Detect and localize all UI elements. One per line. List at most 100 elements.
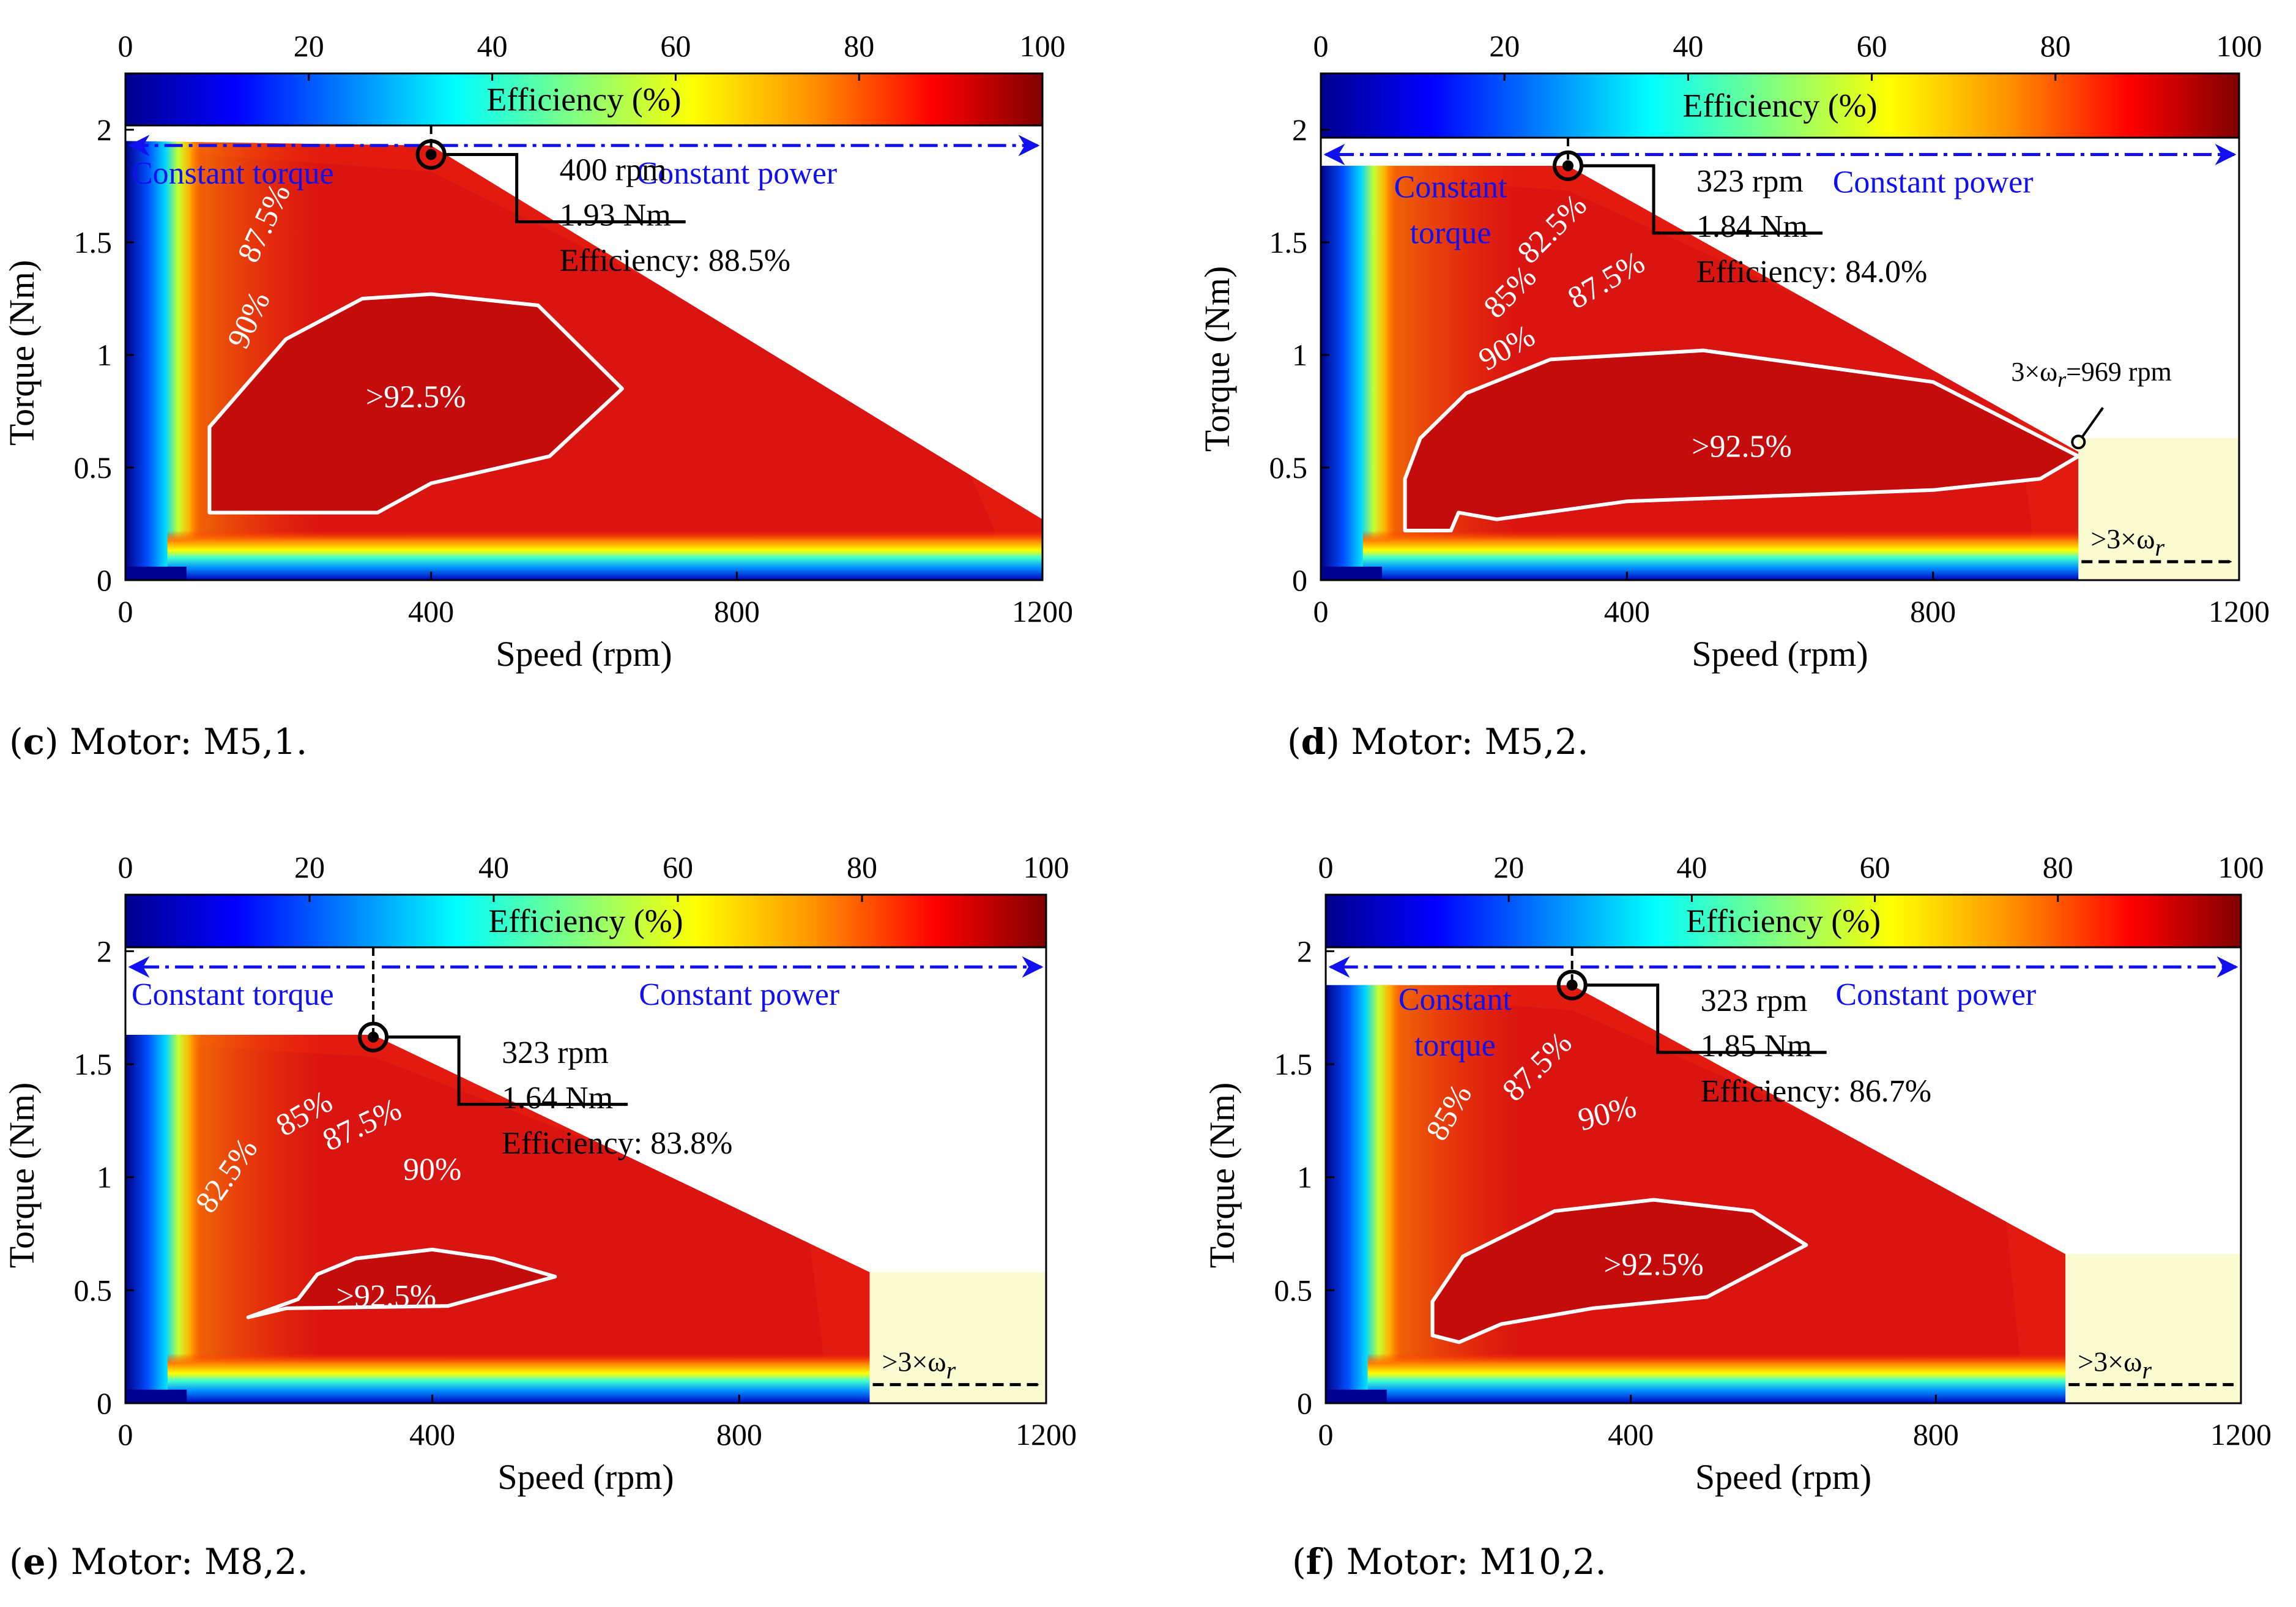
y-tick-label: 1.5 [74,1047,113,1081]
axes-frame [1324,946,2242,1404]
y-tick-label: 1.5 [1269,225,1308,259]
x-tick-label: 0 [118,594,133,628]
annotation-line: 1.84 Nm [1696,209,1808,244]
annotation-line: Efficiency: 88.5% [560,244,790,278]
overspeed-region [2078,438,2239,580]
annotation-leader [445,152,686,224]
colorbar-tick-label: 80 [2040,29,2071,63]
x-axis-label: Speed (rpm) [1695,1457,1871,1497]
corner-band [125,566,187,580]
annotation-line: 323 rpm [502,1035,609,1070]
colorbar-label: Efficiency (%) [486,81,681,118]
x-tick-label: 400 [1608,1417,1654,1452]
left-edge-band [125,1034,206,1403]
colorbar-tick-label: 80 [2043,850,2073,884]
x-tick-label: 1200 [1016,1417,1077,1452]
caption: (c) Motor: M5,1. [9,721,307,762]
y-tick-label: 2 [97,113,112,147]
left-edge-band [1321,165,1402,580]
colorbar-tick-label: 40 [1676,850,1707,884]
colorbar-tick-label: 20 [294,29,324,63]
colorbar-tick-label: 60 [1857,29,1887,63]
rated-point-ring [1556,969,1588,1001]
annotation-leader [388,1035,628,1106]
annotation-line: Efficiency: 86.7% [1701,1074,1931,1109]
overspeed-label: >3×ωr [882,1346,956,1384]
bottom-edge-band [1367,1353,2066,1403]
y-tick-label: 1 [97,1160,112,1195]
constant-torque-label: Constant [1394,170,1507,204]
y-tick-label: 0.5 [74,1273,113,1307]
colorbar-tick-label: 80 [844,29,874,63]
x-tick-label: 800 [716,1417,762,1452]
y-tick-label: 2 [1297,934,1312,968]
colorbar-tick-label: 60 [663,850,693,884]
y-tick-label: 1 [97,338,112,372]
left-edge-band [1326,985,1406,1403]
rated-point [368,1031,379,1043]
colorbar-tick-label: 0 [118,29,133,63]
colorbar-tick-label: 100 [2216,29,2262,63]
x-tick-label: 1200 [2210,1417,2272,1452]
colorbar-tick-label: 100 [2218,850,2264,884]
corner-band [1326,1389,1387,1403]
y-tick-label: 1.5 [74,225,113,259]
x-tick-label: 800 [1910,594,1956,628]
region-label: >92.5% [1692,429,1792,464]
x-axis-label: Speed (rpm) [496,634,672,674]
annotation-line: 1.85 Nm [1701,1029,1812,1064]
constant-power-label: Constant power [636,156,837,191]
colorbar-tick-label: 40 [478,850,509,884]
colorbar [124,72,1044,127]
y-tick-label: 0 [97,563,112,597]
annotation-line: Efficiency: 83.8% [502,1126,732,1161]
y-tick-label: 0.5 [1274,1273,1313,1307]
constant-power-label: Constant power [1835,977,2036,1012]
rated-point [425,149,437,160]
colorbar-tick-label: 20 [1489,29,1520,63]
annotation-leader [1586,983,1827,1054]
annotation-line: Efficiency: 84.0% [1696,255,1927,289]
colorbar-tick-label: 0 [1313,29,1329,63]
colorbar-tick-label: 20 [1493,850,1524,884]
y-axis-label: Torque (Nm) [2,1083,42,1269]
annotation-line: 400 rpm [560,153,667,188]
colorbar-tick-label: 60 [1860,850,1890,884]
x-tick-label: 800 [1913,1417,1959,1452]
axes-frame [1320,136,2240,581]
constant-torque-label-line2: torque [1414,1028,1496,1063]
colorbar [124,893,1047,949]
rated-point [1562,160,1574,171]
core-contour-92-5 [246,1247,557,1319]
colorbar-tick-label: 0 [118,850,133,884]
annotation-leader [1583,164,1823,235]
rated-point-ring [1553,150,1584,181]
y-tick-label: 0.5 [74,450,113,485]
limit-arrow [2081,407,2104,438]
x-tick-label: 400 [1604,594,1650,628]
axes-frame [124,946,1047,1404]
colorbar-tick-label: 60 [660,29,691,63]
caption: (f) Motor: M10,2. [1292,1541,1607,1583]
y-axis-label: Torque (Nm) [1202,1083,1242,1269]
y-tick-label: 0 [1292,563,1307,597]
y-tick-label: 0.5 [1269,450,1308,485]
core-contour-92-5 [1430,1198,1808,1344]
x-tick-label: 400 [408,594,454,628]
caption: (d) Motor: M5,2. [1287,721,1589,762]
constant-torque-label: Constant [1399,982,1512,1017]
panel-c: 87.5%90%>92.5%Efficiency (%)0 20 40 60 80 100… [2,29,1073,762]
annotation-line: 1.93 Nm [560,198,671,233]
y-tick-label: 1.5 [1274,1047,1313,1081]
colorbar-tick-label: 40 [477,29,508,63]
x-tick-label: 0 [118,1417,133,1452]
constant-power-label: Constant power [1833,165,2034,199]
overspeed-label: >3×ωr [2090,523,2164,561]
axes-frame [124,124,1044,581]
y-tick-label: 0 [97,1386,112,1420]
overspeed-label: >3×ωr [2078,1346,2152,1384]
annotation-line: 1.64 Nm [502,1081,613,1116]
